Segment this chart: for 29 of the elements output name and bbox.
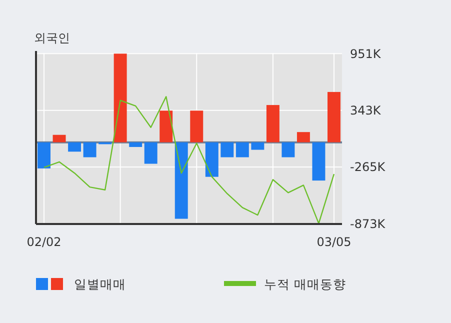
bar <box>68 142 82 152</box>
y-tick-label: -873K <box>350 216 386 231</box>
bar <box>205 142 218 177</box>
bar <box>174 142 188 219</box>
bar <box>282 142 295 158</box>
legend-label: 일별매매 <box>74 276 126 292</box>
bar <box>38 142 50 168</box>
x-tick-label: 03/05 <box>316 235 352 249</box>
bar <box>160 110 173 142</box>
bar <box>52 134 66 142</box>
bar <box>114 54 127 142</box>
y-tick-label: 343K <box>350 104 382 118</box>
bar <box>296 132 310 142</box>
y-tick-label: -265K <box>350 160 386 174</box>
bar <box>236 142 249 158</box>
x-tick-label: 02/02 <box>26 235 62 249</box>
bar <box>83 142 96 158</box>
legend-label: 누적 매매동향 <box>264 276 346 292</box>
bar <box>328 92 340 142</box>
y-tick-label: 951K <box>350 46 382 61</box>
bar <box>266 105 280 142</box>
bar <box>144 142 158 164</box>
bar <box>129 142 142 147</box>
chart-title: 외국인 <box>34 31 70 45</box>
line-series <box>43 96 335 224</box>
bar <box>190 110 204 142</box>
bar <box>220 142 234 158</box>
bar <box>251 142 264 150</box>
bar <box>312 142 326 181</box>
